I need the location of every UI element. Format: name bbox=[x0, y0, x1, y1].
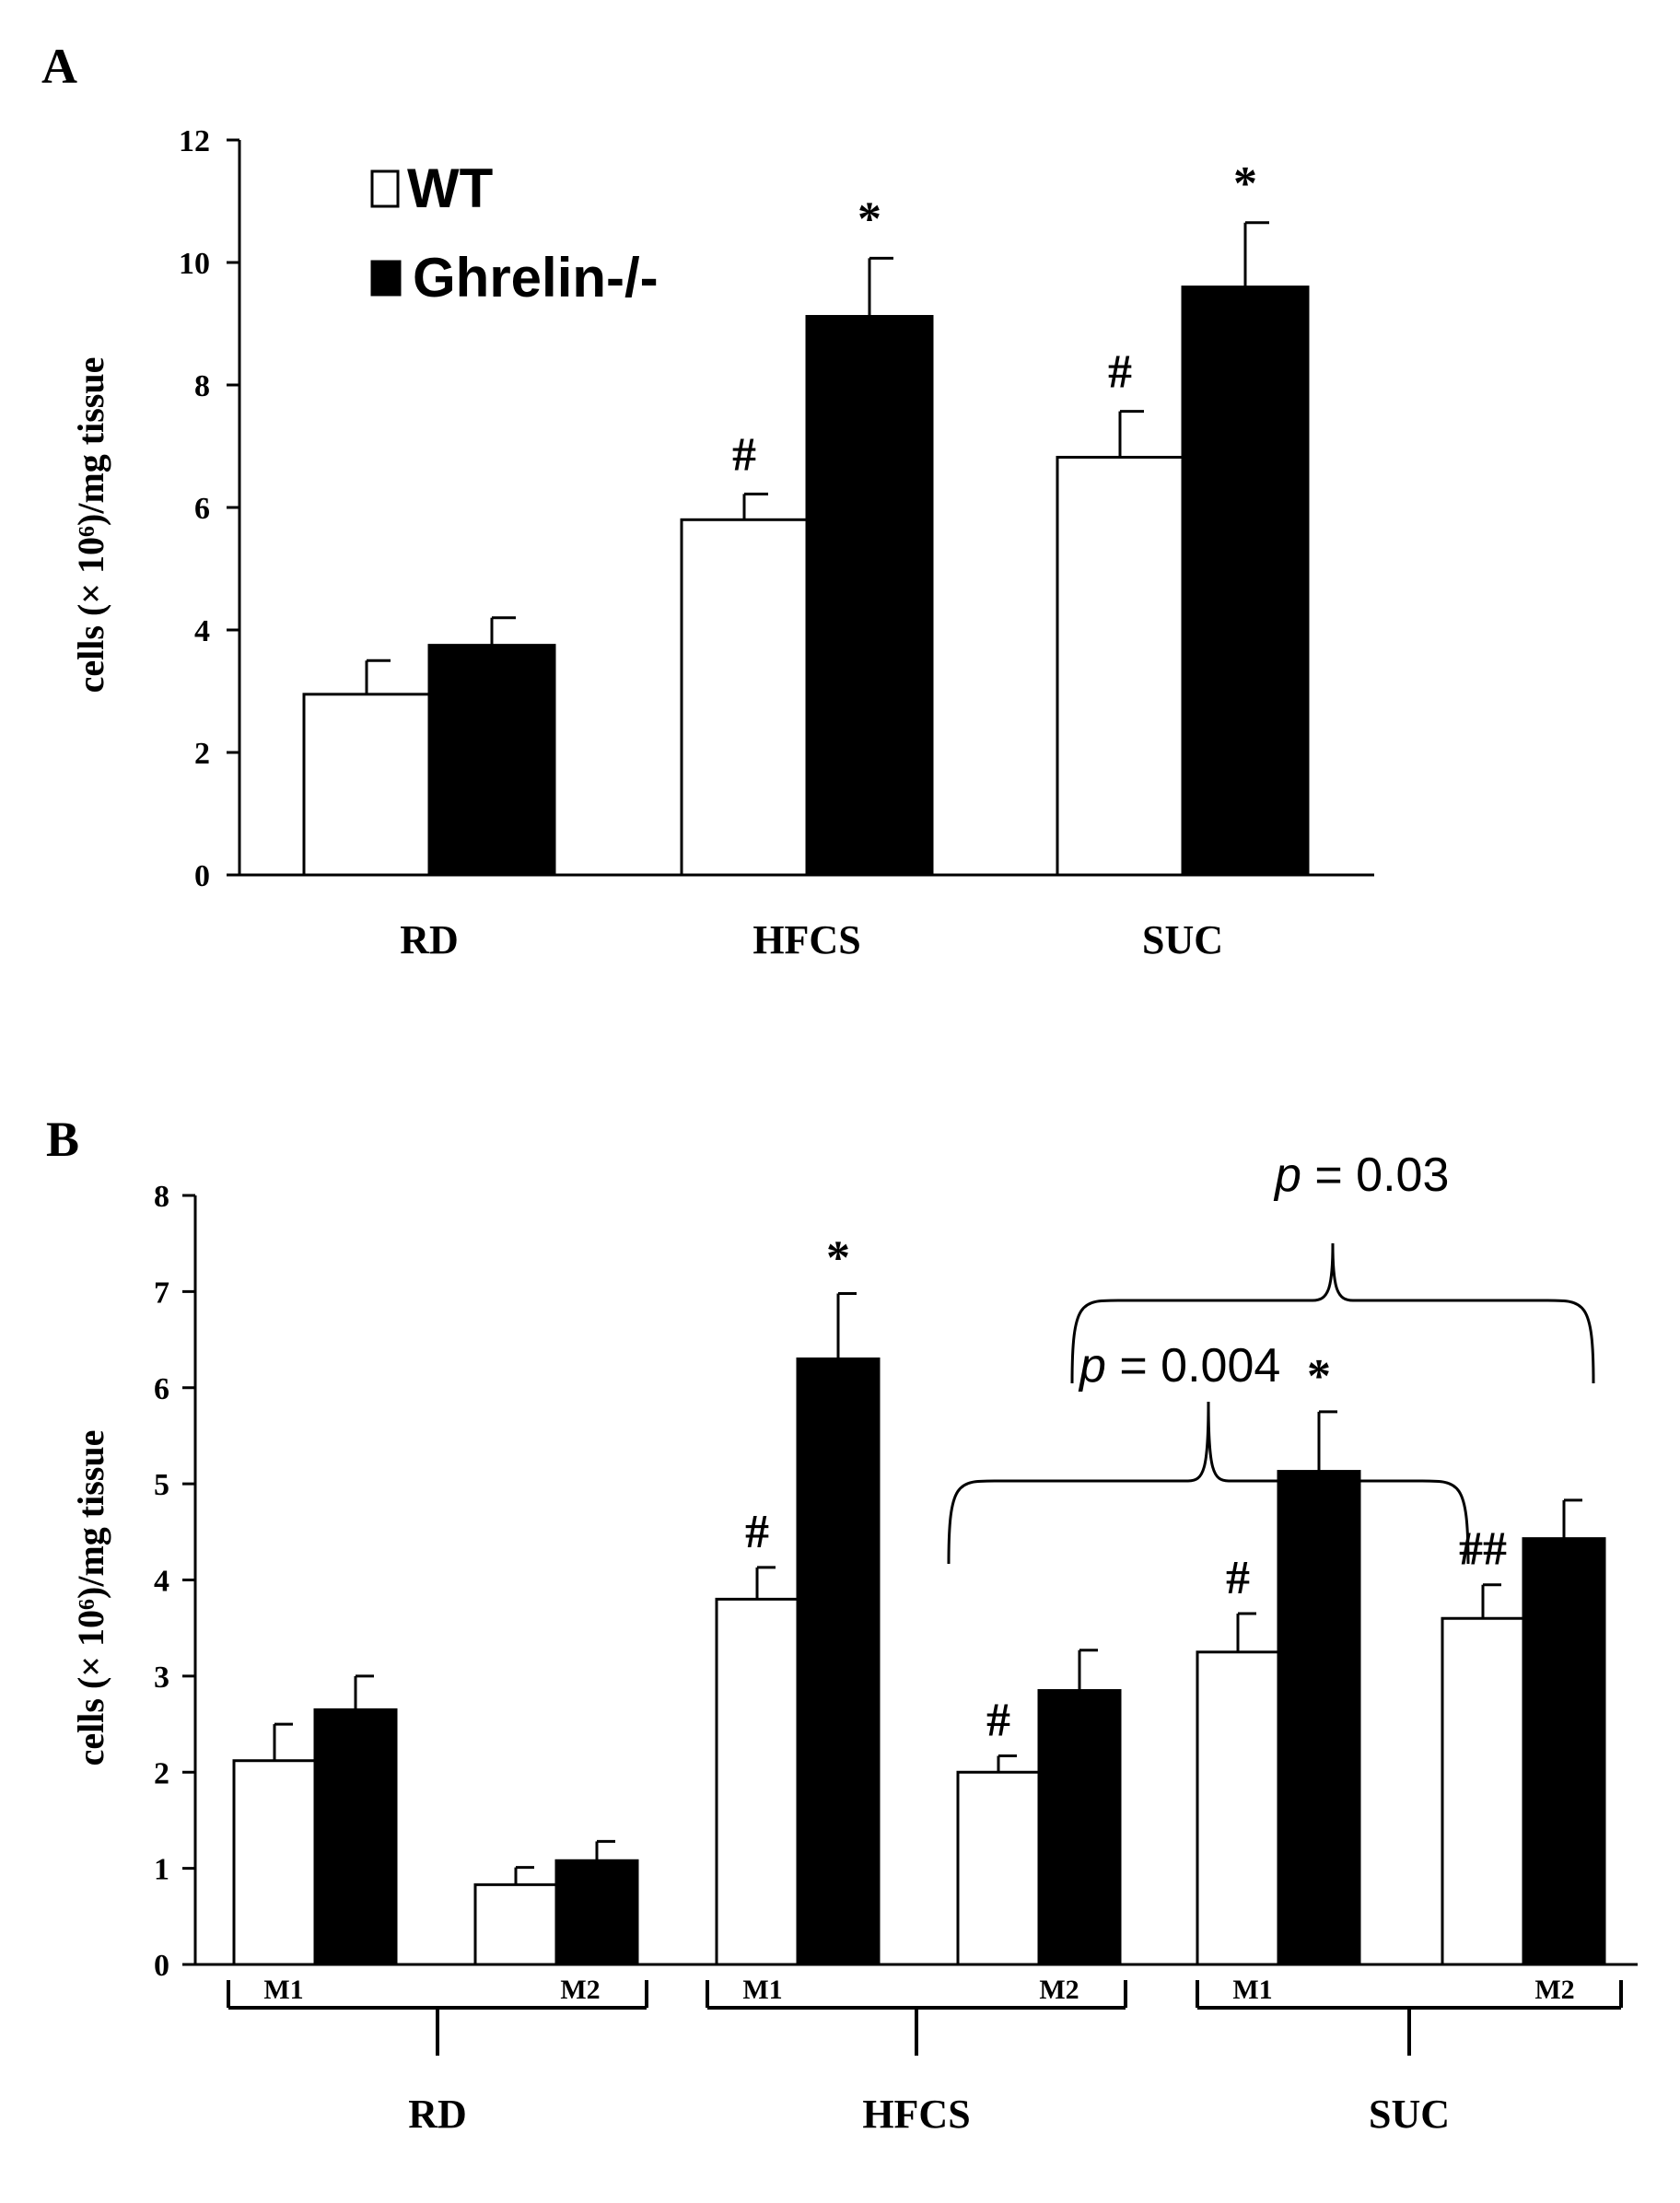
b-subcategory-label: M2 bbox=[1039, 1975, 1079, 2005]
a-category-label: RD bbox=[400, 917, 459, 962]
panel-b-y-axis-label: cells (× 10⁶)/mg tissue bbox=[70, 1430, 111, 1766]
a-bar-wt-suc bbox=[1056, 455, 1184, 877]
b-subcategory-label: M1 bbox=[742, 1975, 782, 2005]
legend-wt-swatch bbox=[370, 169, 400, 208]
b-bar-wt-rd-m2 bbox=[473, 1882, 558, 1966]
panel-a-y-axis-label: cells (× 10⁶)/mg tissue bbox=[70, 357, 111, 694]
b-bar-wt-hfcs-m1 bbox=[715, 1597, 799, 1966]
a-y-tick-label: 2 bbox=[194, 737, 210, 771]
legend-ghrelin-swatch bbox=[370, 260, 402, 297]
a-y-tick-label: 10 bbox=[179, 247, 210, 281]
panel-b-letter: B bbox=[46, 1112, 79, 1167]
a-significance-mark: * bbox=[858, 192, 881, 245]
a-y-tick-label: 6 bbox=[194, 492, 210, 526]
a-bar-wt-hfcs bbox=[680, 518, 809, 877]
b-y-tick-label: 1 bbox=[154, 1853, 169, 1887]
p-value-0004-label: p = 0.004 bbox=[1078, 1339, 1280, 1393]
b-group-label: RD bbox=[408, 2092, 467, 2137]
b-subcategory-label: M2 bbox=[1534, 1975, 1574, 2005]
chart-a: 0 2 4 6 8 10 12 RD HFCS SUC # * # * WT Ghrelin-/- bbox=[179, 124, 1374, 962]
legend-ghrelin-label: Ghrelin-/- bbox=[413, 247, 659, 309]
a-y-tick-label: 0 bbox=[194, 859, 210, 893]
a-significance-mark: # bbox=[732, 428, 756, 481]
b-bar-wt-rd-m1 bbox=[232, 1759, 317, 1966]
bracket-p-003 bbox=[1070, 1242, 1595, 1384]
a-bar-ghrelin-hfcs bbox=[805, 315, 934, 877]
a-bar-ghrelin-suc bbox=[1181, 286, 1310, 877]
b-y-tick-label: 7 bbox=[154, 1276, 169, 1310]
legend-wt-label: WT bbox=[407, 157, 493, 219]
b-significance-mark: # bbox=[986, 1695, 1010, 1747]
b-bar-ghrelin-suc-m2 bbox=[1522, 1537, 1606, 1966]
p-value-003-label: p = 0.03 bbox=[1273, 1148, 1449, 1202]
b-y-tick-label: 0 bbox=[154, 1949, 169, 1983]
panel-a-letter: A bbox=[41, 39, 77, 94]
b-bar-ghrelin-suc-m1 bbox=[1277, 1470, 1361, 1966]
b-subcategory-label: M2 bbox=[560, 1975, 600, 2005]
b-y-tick-label: 5 bbox=[154, 1468, 169, 1502]
b-significance-mark: * bbox=[1307, 1350, 1331, 1403]
a-y-tick-label: 8 bbox=[194, 369, 210, 403]
a-y-tick-label: 4 bbox=[194, 614, 210, 648]
b-bar-wt-hfcs-m2 bbox=[956, 1770, 1041, 1966]
a-bar-ghrelin-rd bbox=[427, 644, 556, 877]
b-bar-ghrelin-hfcs-m2 bbox=[1037, 1689, 1122, 1966]
b-significance-mark: # bbox=[1226, 1552, 1250, 1604]
bracket-p-0004 bbox=[947, 1401, 1470, 1565]
b-y-tick-label: 4 bbox=[154, 1565, 169, 1599]
b-bar-wt-suc-m1 bbox=[1196, 1650, 1280, 1966]
b-subcategory-label: M1 bbox=[263, 1975, 303, 2005]
a-category-label: SUC bbox=[1142, 917, 1223, 962]
b-y-tick-label: 3 bbox=[154, 1661, 169, 1695]
a-category-label: HFCS bbox=[752, 917, 860, 962]
b-y-tick-label: 8 bbox=[154, 1180, 169, 1214]
a-significance-mark: # bbox=[1108, 346, 1132, 399]
b-bar-ghrelin-hfcs-m1 bbox=[796, 1357, 881, 1966]
b-bar-ghrelin-rd-m1 bbox=[313, 1708, 398, 1966]
b-significance-mark: # bbox=[745, 1506, 769, 1558]
b-significance-mark: * bbox=[826, 1231, 850, 1284]
a-significance-mark: * bbox=[1233, 157, 1257, 210]
b-y-tick-label: 6 bbox=[154, 1372, 169, 1406]
b-y-tick-label: 2 bbox=[154, 1756, 169, 1790]
b-bar-wt-suc-m2 bbox=[1441, 1616, 1525, 1966]
b-subcategory-label: M1 bbox=[1232, 1975, 1272, 2005]
a-y-tick-label: 12 bbox=[179, 124, 210, 158]
b-bar-ghrelin-rd-m2 bbox=[554, 1859, 639, 1966]
b-group-label: HFCS bbox=[862, 2092, 970, 2137]
b-group-label: SUC bbox=[1369, 2092, 1450, 2137]
a-bar-wt-rd bbox=[302, 693, 431, 877]
